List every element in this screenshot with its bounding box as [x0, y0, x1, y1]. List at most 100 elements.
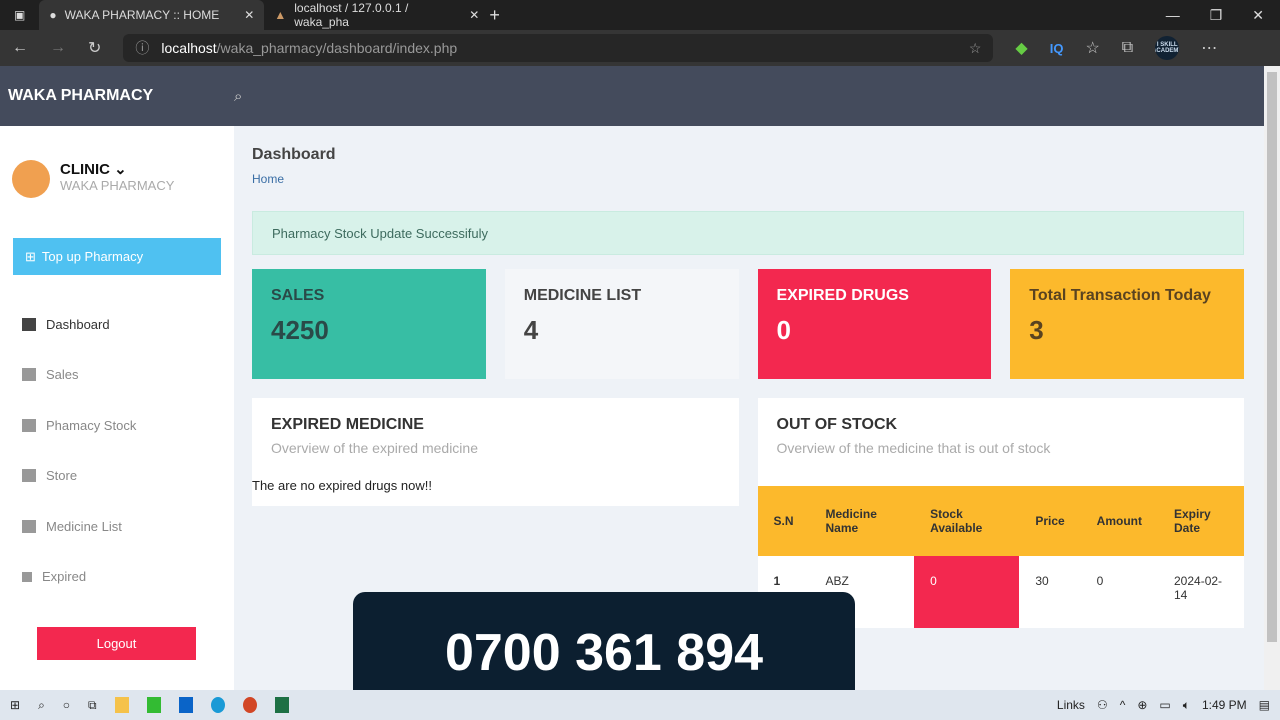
- network-icon[interactable]: ⊕: [1137, 698, 1148, 712]
- close-tab-icon[interactable]: ✕: [244, 8, 255, 22]
- out-of-stock-table: S.N Medicine Name Stock Available Price …: [757, 486, 1245, 628]
- briefcase-icon: [22, 418, 36, 432]
- powerpoint-icon[interactable]: [242, 697, 257, 713]
- refresh-icon[interactable]: ↻: [88, 40, 102, 57]
- outlook-icon[interactable]: [178, 697, 193, 713]
- sidebar-item-store[interactable]: Store: [0, 451, 234, 502]
- favorite-add-icon[interactable]: ☆: [968, 39, 982, 56]
- panel-title: EXPIRED MEDICINE: [271, 416, 424, 433]
- address-bar-row: ← → ↻ ⓘ localhost/waka_pharmacy/dashboard/i…: [0, 30, 1280, 66]
- sidebar-item-dashboard[interactable]: Dashboard: [0, 299, 234, 350]
- chevron-up-icon[interactable]: ^: [1119, 698, 1126, 712]
- cell-stock: 0: [914, 556, 1020, 628]
- dashboard-icon: [22, 317, 36, 331]
- camtasia-icon[interactable]: [146, 697, 161, 713]
- collections-icon[interactable]: ⧉: [1121, 39, 1134, 56]
- label: Sales: [46, 367, 79, 383]
- sales-card[interactable]: SALES 4250: [252, 269, 486, 379]
- logout-button[interactable]: Logout: [37, 627, 196, 660]
- briefcase-icon: [22, 519, 36, 533]
- square-icon: [22, 571, 32, 582]
- transactions-card[interactable]: Total Transaction Today 3: [1010, 269, 1244, 379]
- cell-expiry: 2024-02-14: [1174, 574, 1223, 602]
- col-expiry: Expiry Date: [1158, 486, 1244, 556]
- brand: WAKA PHARMACY: [8, 87, 154, 104]
- card-title: EXPIRED DRUGS: [776, 287, 909, 304]
- page: WAKA PHARMACY ⌕ CLINIC ⌄ WAKA PHARMACY ⊞ T…: [0, 66, 1264, 690]
- tab-title: WAKA PHARMACY :: HOME: [64, 8, 220, 22]
- home-icon: [22, 469, 36, 483]
- page-title: Dashboard: [252, 146, 336, 163]
- people-icon[interactable]: ⚇: [1096, 698, 1108, 712]
- sidebar-item-expired[interactable]: Expired: [0, 552, 234, 603]
- chevron-down-icon: ⌄: [114, 161, 127, 178]
- app-header: WAKA PHARMACY ⌕: [0, 66, 1264, 126]
- expired-medicine-panel: EXPIRED MEDICINE Overview of the expired …: [252, 398, 739, 506]
- card-value: 0: [776, 315, 791, 345]
- notifications-icon[interactable]: ▤: [1258, 698, 1270, 712]
- minimize-button[interactable]: —: [1165, 6, 1180, 23]
- volume-icon[interactable]: 🔈︎: [1182, 697, 1190, 712]
- table-row: 1 ABZ 0 30 0 2024-02-14: [758, 556, 1245, 628]
- breadcrumb-home[interactable]: Home: [252, 172, 285, 186]
- col-amount: Amount: [1080, 486, 1158, 556]
- excel-icon[interactable]: [274, 697, 289, 713]
- taskbar: ⊞ ⌕ ○ ⧉ Links ⚇ ^ ⊕ ▭ 🔈︎ 1:49 PM ▤: [0, 690, 1280, 720]
- new-tab-button[interactable]: +: [489, 4, 500, 25]
- col-stock: Stock Available: [914, 486, 1020, 556]
- cortana-icon[interactable]: ○: [62, 698, 71, 712]
- col-medicine-name: Medicine Name: [809, 486, 915, 556]
- avatar: [12, 160, 50, 198]
- search-icon[interactable]: ⌕: [38, 697, 45, 712]
- plus-square-icon: ⊞: [25, 248, 36, 264]
- search-icon[interactable]: ⌕: [234, 87, 243, 105]
- file-explorer-icon[interactable]: [114, 697, 129, 713]
- sidebar-item-medicine-list[interactable]: Medicine List: [0, 501, 234, 552]
- tab-phpmyadmin[interactable]: ▲ localhost / 127.0.0.1 / waka_pha ✕: [264, 0, 489, 30]
- medicine-list-card[interactable]: MEDICINE LIST 4: [504, 269, 739, 379]
- more-icon[interactable]: ⋯: [1201, 40, 1218, 57]
- sidebar-item-sales[interactable]: Sales: [0, 350, 234, 401]
- expired-drugs-card[interactable]: EXPIRED DRUGS 0: [757, 269, 992, 379]
- top-up-button[interactable]: ⊞ Top up Pharmacy: [13, 238, 221, 275]
- scrollbar-thumb[interactable]: [1267, 72, 1277, 642]
- sidebar: CLINIC ⌄ WAKA PHARMACY ⊞ Top up Pharmacy D…: [0, 126, 234, 690]
- profile-avatar[interactable]: I SKILL ACADEMY: [1155, 36, 1180, 60]
- battery-icon[interactable]: ▭: [1159, 698, 1171, 712]
- windows-start-icon[interactable]: ⊞: [10, 698, 21, 712]
- cell-amount: 0: [1096, 574, 1104, 588]
- workspaces-icon[interactable]: ▣: [14, 8, 26, 22]
- favicon-icon: ●: [49, 8, 57, 22]
- forward-icon[interactable]: →: [50, 39, 66, 56]
- col-sn: S.N: [757, 486, 810, 556]
- restore-button[interactable]: ❐: [1209, 6, 1223, 23]
- close-tab-icon[interactable]: ✕: [469, 8, 480, 22]
- clock[interactable]: 1:49 PM: [1201, 698, 1247, 712]
- task-view-icon[interactable]: ⧉: [88, 697, 97, 712]
- user-menu[interactable]: CLINIC ⌄ WAKA PHARMACY: [0, 126, 234, 198]
- top-up-label: Top up Pharmacy: [41, 249, 144, 264]
- edge-icon[interactable]: [210, 697, 225, 713]
- extension-icon[interactable]: ◆: [1015, 40, 1028, 57]
- label: Medicine List: [46, 518, 122, 534]
- main-content: Dashboard Home Pharmacy Stock Update Suc…: [252, 126, 1244, 628]
- url-host: localhost: [161, 40, 217, 56]
- links-toolbar[interactable]: Links: [1056, 698, 1085, 712]
- sidebar-item-pharmacy-stock[interactable]: Phamacy Stock: [0, 400, 234, 451]
- label: Dashboard: [46, 316, 110, 332]
- favicon-icon: ▲: [274, 8, 287, 22]
- close-window-button[interactable]: ✕: [1252, 6, 1264, 23]
- page-scrollbar[interactable]: [1264, 66, 1280, 690]
- money-icon: [22, 368, 36, 382]
- panel-title: OUT OF STOCK: [776, 416, 898, 433]
- iq-extension-icon[interactable]: IQ: [1049, 40, 1064, 56]
- cell-sn: 1: [773, 574, 781, 588]
- url-input[interactable]: ⓘ localhost/waka_pharmacy/dashboard/index…: [123, 34, 994, 62]
- favorites-icon[interactable]: ☆: [1085, 40, 1100, 57]
- tab-strip: ▣ ● WAKA PHARMACY :: HOME ✕ ▲ localhost / 1…: [0, 0, 1280, 30]
- panel-subtitle: Overview of the medicine that is out of …: [776, 440, 1051, 456]
- label: Store: [46, 468, 78, 484]
- card-value: 4: [523, 315, 539, 345]
- tab-home[interactable]: ● WAKA PHARMACY :: HOME ✕: [39, 0, 265, 30]
- back-icon[interactable]: ←: [12, 39, 28, 56]
